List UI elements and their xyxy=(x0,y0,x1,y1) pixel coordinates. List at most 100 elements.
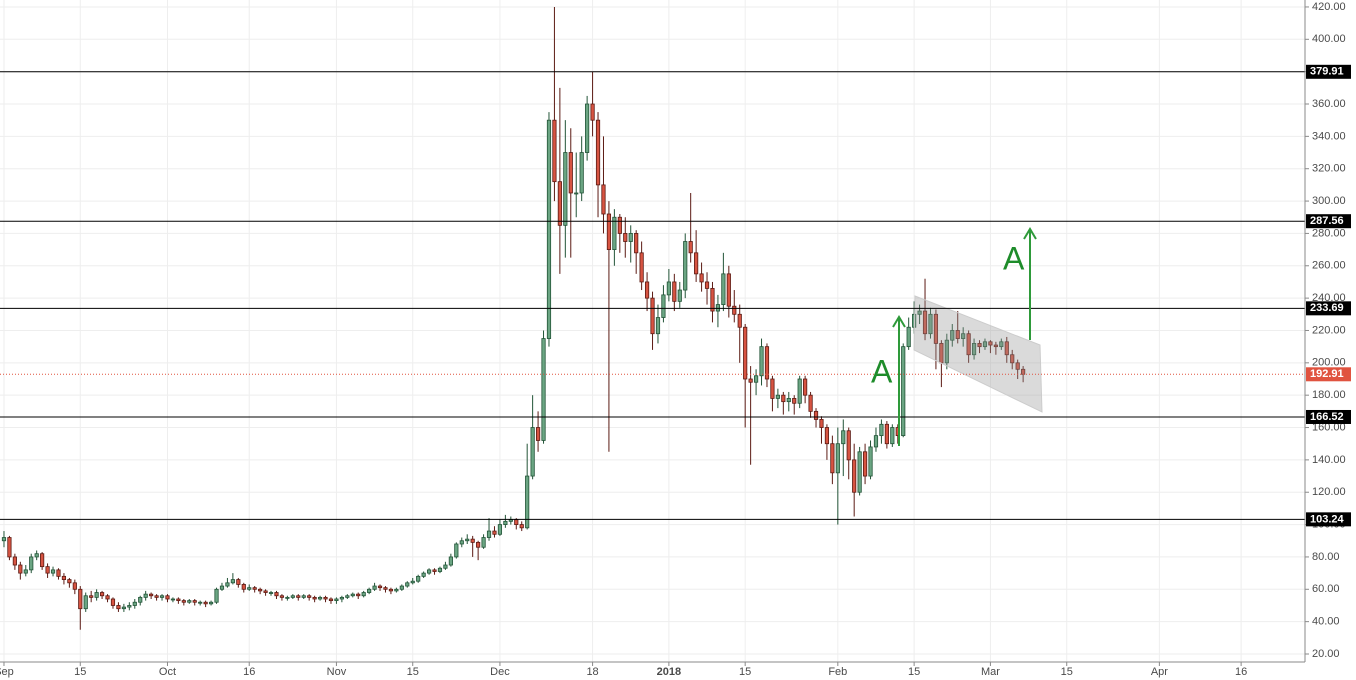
candle-body xyxy=(759,346,764,377)
candle-body xyxy=(405,582,410,587)
candle-body xyxy=(149,593,154,597)
y-tick-label: 340.00 xyxy=(1312,130,1346,142)
candle-body xyxy=(884,423,889,445)
x-tick-label: 15 xyxy=(74,666,86,678)
candle-body xyxy=(950,330,955,341)
levels xyxy=(0,71,1305,520)
candle-body xyxy=(12,556,17,566)
candle-body xyxy=(732,305,737,315)
candle-body xyxy=(72,582,77,590)
y-tick-label: 400.00 xyxy=(1312,33,1346,45)
candle-body xyxy=(688,241,693,254)
candle-body xyxy=(225,582,230,587)
grid xyxy=(0,0,1305,662)
candle-body xyxy=(595,119,601,186)
candle-body xyxy=(830,443,835,474)
candle-body xyxy=(514,519,519,525)
candle-body xyxy=(437,567,443,572)
y-tick-label: 280.00 xyxy=(1312,227,1346,239)
candle-body xyxy=(753,375,759,383)
candle-body xyxy=(307,595,312,598)
candle-body xyxy=(808,394,813,412)
candle-body xyxy=(121,606,126,610)
level-label: 233.69 xyxy=(1310,302,1344,314)
y-tick-label: 420.00 xyxy=(1312,1,1346,13)
candle-body xyxy=(813,410,819,420)
candle-body xyxy=(634,233,639,254)
y-tick-label: 160.00 xyxy=(1312,421,1346,433)
candle-body xyxy=(421,572,426,577)
candle-body xyxy=(323,596,328,600)
candle-body xyxy=(966,333,971,356)
candle-body xyxy=(448,556,453,566)
candle-body xyxy=(116,605,121,610)
arrow-head xyxy=(892,315,906,328)
candle-body xyxy=(492,530,497,535)
candle-body xyxy=(328,598,334,602)
candle-body xyxy=(683,241,688,291)
candle-body xyxy=(737,313,742,328)
level-label: 379.91 xyxy=(1310,66,1344,78)
candle-body xyxy=(917,310,922,315)
candle-body xyxy=(18,564,23,574)
candle-body xyxy=(252,587,257,590)
level-label-box xyxy=(1306,512,1351,527)
candle-body xyxy=(350,593,355,597)
candle-body xyxy=(377,585,383,589)
x-tick-label: Nov xyxy=(327,666,347,678)
candle-body xyxy=(546,119,552,339)
candle-body xyxy=(187,600,192,603)
candle-body xyxy=(797,378,802,404)
y-tick-label: 140.00 xyxy=(1312,454,1346,466)
candle-body xyxy=(165,595,170,600)
candle-body xyxy=(40,553,45,568)
candle-body xyxy=(803,378,808,396)
candle-body xyxy=(247,587,252,590)
channel xyxy=(913,295,1043,413)
y-tick-label: 60.00 xyxy=(1312,583,1340,595)
candle-body xyxy=(535,427,541,441)
y-tick-label: 120.00 xyxy=(1312,486,1346,498)
candle-body xyxy=(928,313,933,335)
candle-body xyxy=(890,427,895,445)
x-tick-label: Apr xyxy=(1151,666,1168,678)
candle-body xyxy=(971,343,977,356)
candle-body xyxy=(704,281,710,289)
candle-body xyxy=(748,378,753,383)
candle-body xyxy=(574,192,579,195)
candle-body xyxy=(1,537,7,542)
last-price-label: 192.91 xyxy=(1310,368,1344,380)
candle-body xyxy=(105,595,110,600)
y-tick-label: 360.00 xyxy=(1312,98,1346,110)
level-label-box xyxy=(1306,409,1351,424)
candle-body xyxy=(181,600,186,603)
candle-body xyxy=(372,585,377,590)
candle-body xyxy=(852,459,857,493)
candle-body xyxy=(50,569,56,574)
candle-body xyxy=(857,451,862,493)
candle-body xyxy=(67,579,72,584)
level-label-box xyxy=(1306,301,1351,316)
x-tick-label: Dec xyxy=(490,666,510,678)
candle-body xyxy=(268,592,274,594)
x-tick-label: Oct xyxy=(159,666,176,678)
candle-body xyxy=(519,524,524,529)
candle-body xyxy=(236,579,241,585)
candle-body xyxy=(258,588,263,592)
x-tick-label: 18 xyxy=(586,666,598,678)
candle-body xyxy=(394,588,399,592)
candle-body xyxy=(416,575,421,582)
candle-body xyxy=(476,541,481,548)
candle-body xyxy=(459,540,464,545)
candle-body xyxy=(961,333,966,339)
candle-body xyxy=(977,343,982,348)
candle-body xyxy=(94,592,99,598)
candle-body xyxy=(274,592,279,597)
candle-body xyxy=(568,152,573,194)
candle-body xyxy=(868,446,873,477)
y-tick-label: 260.00 xyxy=(1312,260,1346,272)
candle-body xyxy=(541,338,546,441)
candle-body xyxy=(176,598,181,602)
